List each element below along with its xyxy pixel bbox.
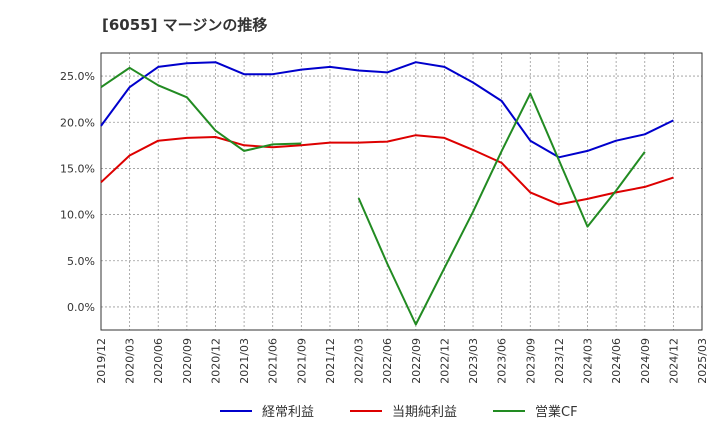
- x-tick-label: 2022/03: [353, 338, 366, 384]
- legend-label: 営業CF: [535, 404, 578, 420]
- y-tick-label: 0.0%: [67, 301, 95, 314]
- x-tick-label: 2020/12: [209, 338, 222, 384]
- y-tick-label: 10.0%: [60, 209, 95, 222]
- x-tick-label: 2023/12: [553, 338, 566, 384]
- series-line: [100, 134, 674, 206]
- x-tick-label: 2023/06: [496, 338, 509, 384]
- x-tick-label: 2024/03: [582, 338, 595, 384]
- y-tick-label: 15.0%: [60, 162, 95, 175]
- plot-frame: [100, 52, 703, 331]
- y-tick-label: 5.0%: [67, 255, 95, 268]
- x-tick-label: 2021/09: [295, 338, 308, 384]
- x-tick-label: 2020/06: [152, 338, 165, 384]
- x-tick-label: 2021/06: [267, 338, 280, 384]
- x-tick-label: 2021/12: [324, 338, 337, 384]
- x-tick-label: 2020/03: [124, 338, 137, 384]
- series-line: [100, 66, 646, 326]
- x-tick-label: 2024/12: [667, 338, 680, 384]
- y-tick-label: 25.0%: [60, 70, 95, 83]
- y-tick-label: 20.0%: [60, 116, 95, 129]
- x-tick-label: 2023/03: [467, 338, 480, 384]
- x-tick-label: 2022/09: [410, 338, 423, 384]
- x-tick-label: 2025/03: [696, 338, 709, 384]
- x-tick-label: 2024/09: [639, 338, 652, 384]
- x-tick-label: 2024/06: [610, 338, 623, 384]
- legend-label: 経常利益: [262, 405, 314, 420]
- plot-area: [101, 53, 702, 330]
- x-tick-label: 2023/09: [524, 338, 537, 384]
- legend-label: 当期純利益: [392, 405, 457, 420]
- x-tick-label: 2022/12: [438, 338, 451, 384]
- series-line: [100, 61, 674, 159]
- x-tick-label: 2020/09: [181, 338, 194, 384]
- x-tick-label: 2022/06: [381, 338, 394, 384]
- chart-title: [6055] マージンの推移: [102, 16, 268, 34]
- x-tick-label: 2021/03: [238, 338, 251, 384]
- x-tick-label: 2019/12: [95, 338, 108, 384]
